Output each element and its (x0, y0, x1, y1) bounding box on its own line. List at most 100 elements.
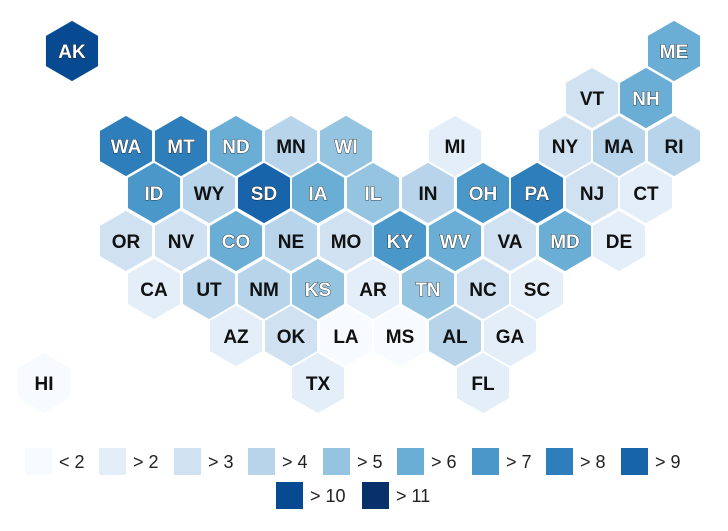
state-label: OR (112, 232, 141, 253)
state-hex-al: AL (427, 304, 483, 368)
hex-shape (290, 161, 346, 225)
state-hex-oh: OH (455, 161, 511, 225)
state-hex-az: AZ (208, 304, 264, 368)
state-label: NE (278, 232, 304, 253)
state-label: FL (471, 374, 495, 395)
hex-shape (290, 351, 346, 415)
state-label: AK (58, 42, 86, 63)
state-hex-or: OR (98, 209, 154, 273)
state-hex-ak: AK (44, 19, 100, 83)
legend-swatch (362, 482, 389, 509)
hex-shape (427, 209, 483, 273)
hex-shape (591, 209, 647, 273)
state-label: MO (331, 232, 362, 253)
legend-label: > 2 (133, 452, 159, 472)
state-hex-nv: NV (153, 209, 209, 273)
hex-shape (400, 161, 456, 225)
state-hex-md: MD (537, 209, 593, 273)
legend-item: > 7 (472, 448, 532, 475)
legend-item: > 2 (99, 448, 159, 475)
state-hex-ok: OK (263, 304, 319, 368)
state-hex-ga: GA (482, 304, 538, 368)
hex-shape (455, 351, 511, 415)
state-label: AR (359, 280, 387, 301)
state-label: ID (145, 184, 164, 205)
hex-shape (126, 257, 182, 321)
state-label: KS (305, 280, 331, 301)
legend-swatch (99, 448, 126, 475)
state-hex-ri: RI (646, 114, 702, 178)
state-label: CA (140, 280, 168, 301)
state-label: ME (660, 42, 689, 63)
legend-swatch (546, 448, 573, 475)
hex-shape (98, 114, 154, 178)
state-label: MD (550, 232, 580, 253)
state-hex-fl: FL (455, 351, 511, 415)
hex-shape (372, 209, 428, 273)
state-label: LA (333, 327, 359, 348)
legend-label: > 4 (282, 452, 308, 472)
state-hex-in: IN (400, 161, 456, 225)
state-label: IN (419, 184, 438, 205)
state-hex-ca: CA (126, 257, 182, 321)
state-label: ND (222, 137, 249, 158)
hex-shape (263, 209, 319, 273)
legend-swatch (174, 448, 201, 475)
state-hex-ar: AR (345, 257, 401, 321)
legend-label: > 6 (431, 452, 457, 472)
state-label: WY (194, 184, 225, 205)
state-hex-mn: MN (263, 114, 319, 178)
hex-shape (482, 209, 538, 273)
legend-swatch (323, 448, 350, 475)
legend-item: > 9 (621, 448, 681, 475)
legend-label: > 9 (655, 452, 681, 472)
state-label: AL (442, 327, 468, 348)
state-hex-wy: WY (181, 161, 237, 225)
state-hex-nm: NM (236, 257, 292, 321)
state-label: KY (387, 232, 414, 253)
state-label: SC (524, 280, 551, 301)
state-hex-ne: NE (263, 209, 319, 273)
legend-item: > 5 (323, 448, 383, 475)
hex-shape (181, 161, 237, 225)
state-label: HI (35, 374, 54, 395)
state-hex-la: LA (318, 304, 374, 368)
legend-label: > 11 (396, 486, 430, 506)
state-hex-ma: MA (591, 114, 647, 178)
state-hex-wa: WA (98, 114, 154, 178)
state-label: PA (525, 184, 550, 205)
state-hex-ky: KY (372, 209, 428, 273)
state-label: MN (276, 137, 306, 158)
state-hex-pa: PA (509, 161, 565, 225)
state-label: NM (249, 280, 279, 301)
state-label: NY (552, 137, 579, 158)
state-hex-il: IL (345, 161, 401, 225)
state-label: VA (498, 232, 523, 253)
legend-label: > 8 (580, 452, 606, 472)
hex-shape (208, 304, 264, 368)
hex-shape (345, 161, 401, 225)
legend-item: > 3 (174, 448, 234, 475)
legend-label: < 2 (59, 452, 85, 472)
state-label: MA (604, 137, 634, 158)
state-label: IA (309, 184, 328, 205)
state-hex-hi: HI (16, 351, 72, 415)
state-hex-nd: ND (208, 114, 264, 178)
state-hex-ut: UT (181, 257, 237, 321)
state-label: IL (365, 184, 382, 205)
legend-swatch (397, 448, 424, 475)
state-label: GA (496, 327, 525, 348)
state-hex-wv: WV (427, 209, 483, 273)
state-label: UT (196, 280, 222, 301)
state-hex-nj: NJ (564, 161, 620, 225)
hex-shape (126, 161, 182, 225)
hex-shape (646, 114, 702, 178)
state-hex-ks: KS (290, 257, 346, 321)
state-label: NV (168, 232, 195, 253)
state-hex-wi: WI (318, 114, 374, 178)
legend-label: > 3 (208, 452, 234, 472)
hex-shape (427, 304, 483, 368)
legend-swatch (621, 448, 648, 475)
state-hexes: AK ME VT NH WA MT ND MN WI MI NY MA RI ID WY SD IA IL IN OH… (16, 19, 702, 415)
legend-item: < 2 (25, 448, 85, 475)
